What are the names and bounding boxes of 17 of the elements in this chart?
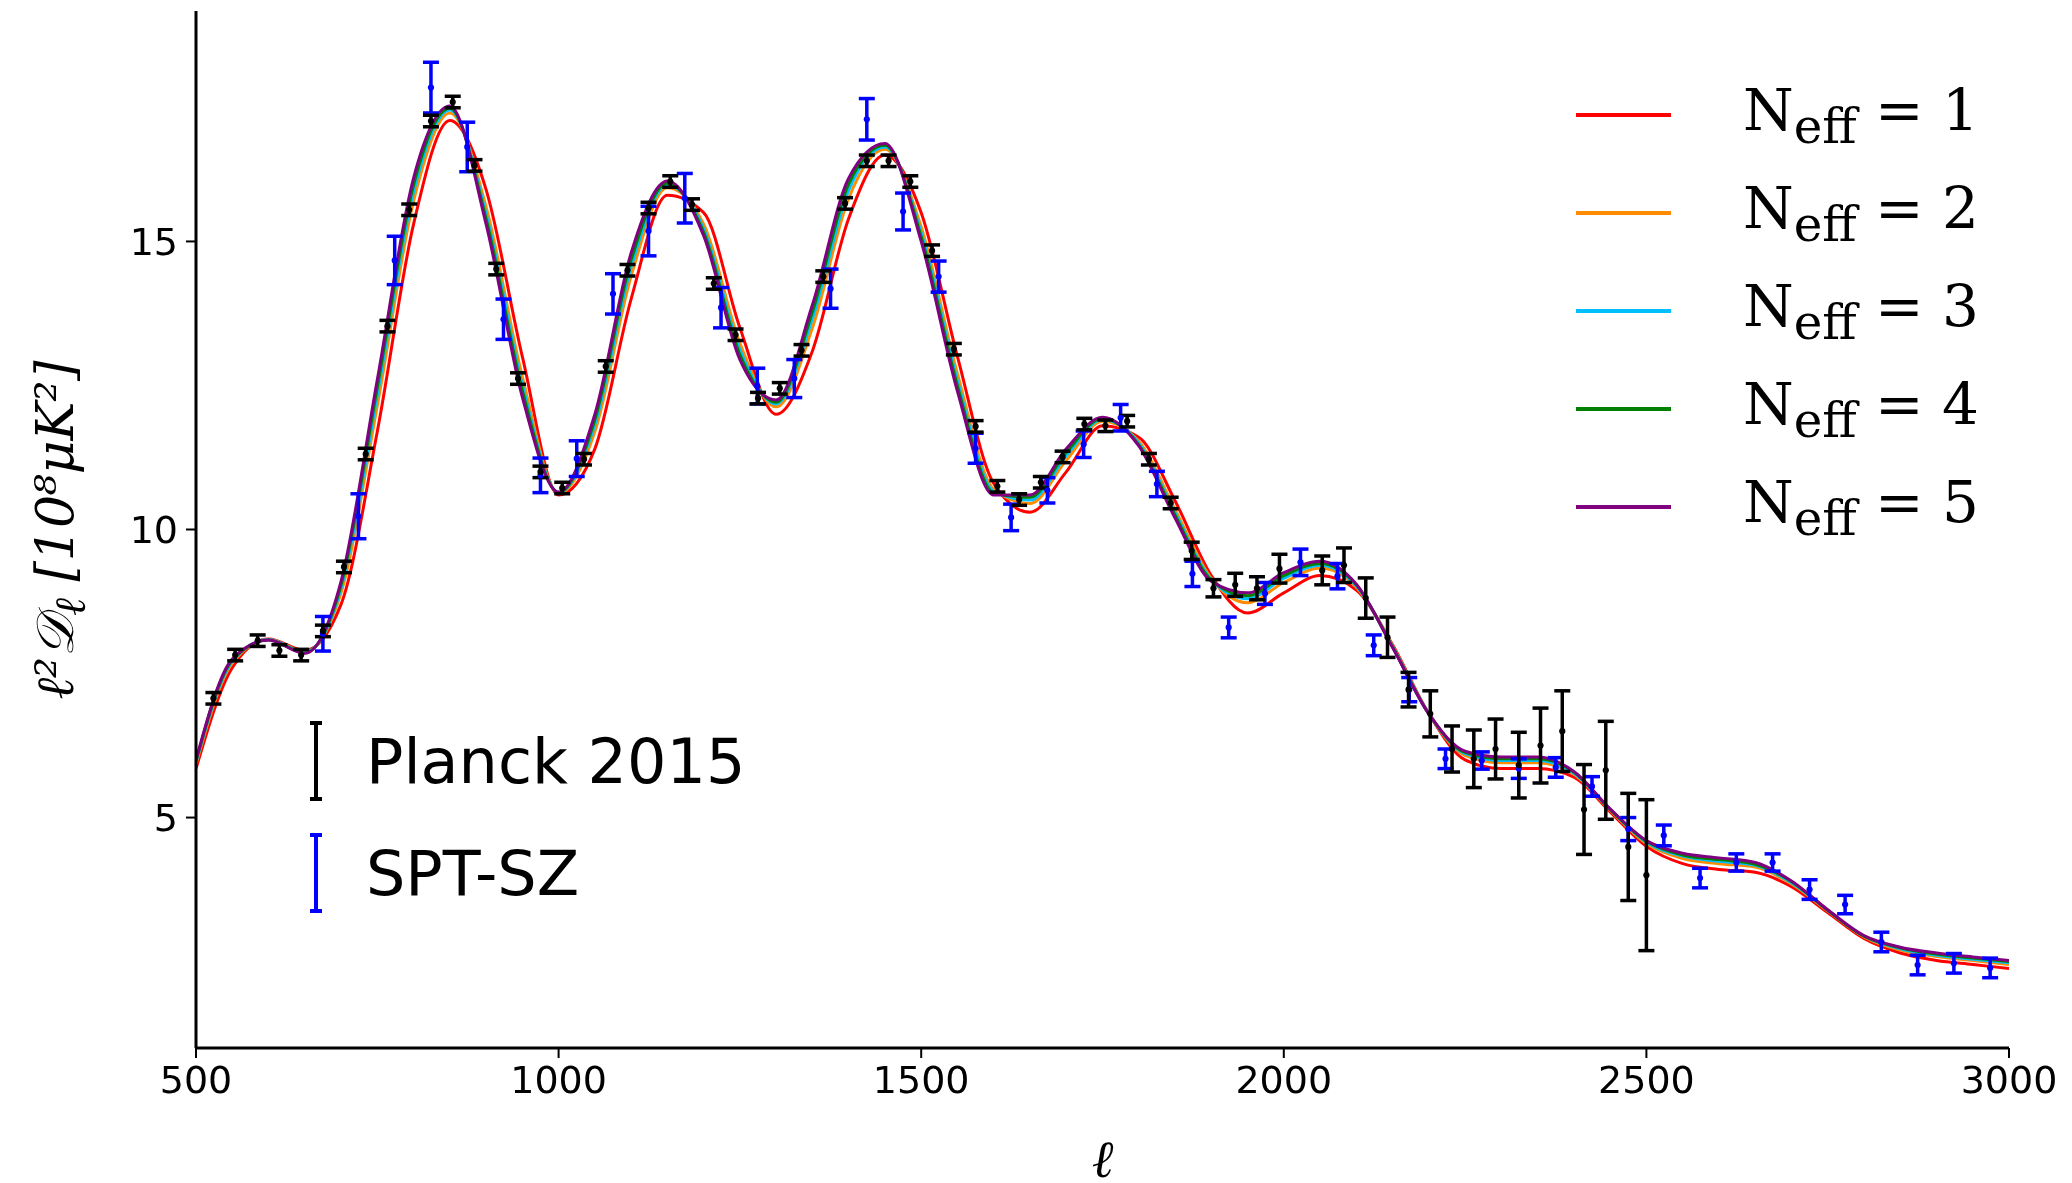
- legend-label: N$_{eff}$ = 2: [1742, 174, 1979, 252]
- legend-label: N$_{eff}$ = 1: [1742, 76, 1979, 154]
- legend-label: Planck 2015: [366, 724, 746, 798]
- y-tick-label: 15: [129, 219, 178, 264]
- legend-label: N$_{eff}$ = 5: [1742, 468, 1979, 546]
- x-axis-title: ℓ: [1091, 1129, 1114, 1183]
- x-tick-label: 1000: [510, 1057, 607, 1102]
- legend-label: N$_{eff}$ = 4: [1742, 370, 1979, 448]
- x-tick-label: 2500: [1598, 1057, 1695, 1102]
- legend-label: N$_{eff}$ = 3: [1742, 272, 1979, 350]
- x-tick-label: 500: [159, 1057, 233, 1102]
- x-tick-label: 1500: [872, 1057, 970, 1102]
- legend-label: SPT-SZ: [366, 836, 580, 910]
- x-tick-label: 2000: [1235, 1057, 1333, 1102]
- y-tick-label: 10: [129, 507, 178, 552]
- x-tick-label: 3000: [1960, 1057, 2058, 1102]
- y-tick-label: 5: [153, 796, 178, 841]
